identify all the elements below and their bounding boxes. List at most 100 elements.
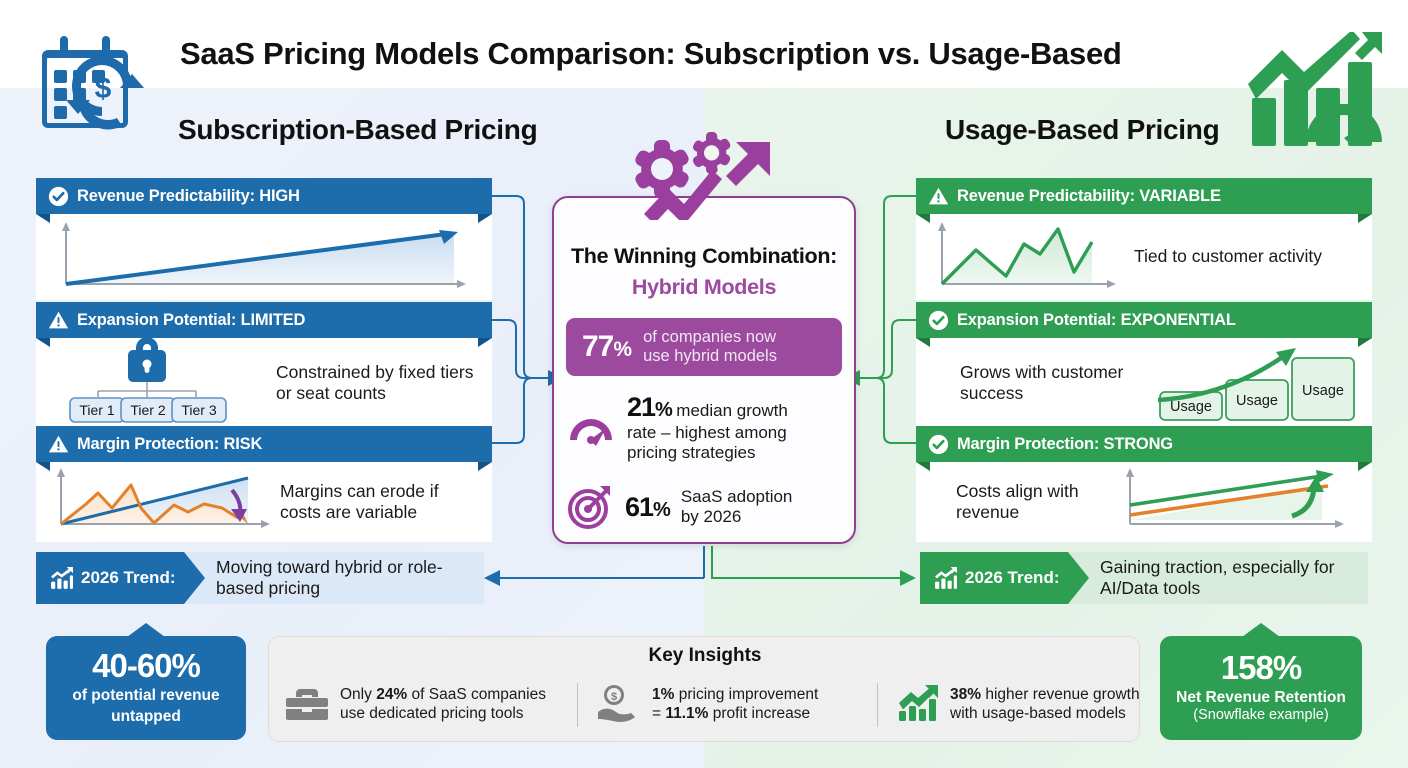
- trend-text: Moving toward hybrid or role-based prici…: [184, 552, 484, 604]
- card-header: Expansion Potential: EXPONENTIAL: [916, 302, 1372, 347]
- right-trend-strip: 2026 Trend: Gaining traction, especially…: [920, 552, 1368, 604]
- card-body: Tier 1 Tier 2 Tier 3 Constrained by fixe…: [36, 338, 492, 428]
- trend-bar-chart-icon: [935, 566, 957, 589]
- insight-divider: [577, 683, 578, 727]
- svg-text:$: $: [611, 691, 617, 703]
- card-margin-protection-right: Margin Protection: STRONG Costs align wi…: [916, 426, 1372, 542]
- hub-stat-text: median growth rate – highest among prici…: [627, 401, 788, 463]
- hub-stat-value: 61%: [625, 491, 671, 522]
- right-pennant-net-revenue-retention: 158% Net Revenue Retention (Snowflake ex…: [1160, 636, 1362, 740]
- trend-text: Gaining traction, especially for AI/Data…: [1068, 552, 1368, 604]
- card-body: Costs align with revenue: [916, 462, 1372, 542]
- card-header-label: Revenue Predictability: HIGH: [77, 186, 300, 205]
- header-background: [0, 0, 1408, 88]
- card-body: Grows with customer success Usage Usage …: [916, 338, 1372, 428]
- usage-growth-blocks: Usage Usage Usage: [1157, 348, 1355, 421]
- pennant-sub: Net Revenue Retention: [1176, 689, 1346, 707]
- tier-label: Tier 1: [79, 402, 114, 418]
- card-expansion-potential-left: Expansion Potential: LIMITED Tier 1 Tier…: [36, 302, 492, 428]
- card-body-text: Costs align with revenue: [956, 480, 1079, 522]
- volatile-line-chart: [938, 222, 1116, 288]
- insight-divider: [877, 683, 878, 727]
- hub-stat-growth-rate: 21% median growth rate – highest among p…: [566, 392, 846, 463]
- card-revenue-predictability-right: Revenue Predictability: VARIABLE Tied to…: [916, 178, 1372, 300]
- usage-block-label: Usage: [1302, 383, 1344, 399]
- insight-text: Only 24% of SaaS companies use dedicated…: [340, 685, 546, 722]
- card-header: Expansion Potential: LIMITED: [36, 302, 492, 347]
- target-dart-icon: [568, 486, 610, 529]
- check-circle-icon: [928, 434, 949, 454]
- key-insights-panel: Key Insights Only 24% of SaaS companies …: [268, 636, 1140, 742]
- card-header: Margin Protection: STRONG: [916, 426, 1372, 471]
- trend-tag: 2026 Trend:: [36, 552, 205, 604]
- card-body: [36, 214, 492, 300]
- card-body-text: Grows with customer success: [960, 361, 1124, 403]
- card-margin-protection-left: Margin Protection: RISK: [36, 426, 492, 542]
- left-column-title: Subscription-Based Pricing: [178, 114, 538, 145]
- hybrid-adoption-badge: 77% of companies now use hybrid models: [566, 318, 842, 376]
- hub-title-line2: Hybrid Models: [631, 275, 777, 299]
- hub-badge-value: 77%: [582, 330, 632, 363]
- check-circle-icon: [48, 186, 69, 206]
- gauge-speedometer-icon: [570, 418, 612, 446]
- insight-text: 38% higher revenue growth with usage-bas…: [950, 685, 1140, 722]
- pennant-sub2: (Snowflake example): [1193, 707, 1329, 724]
- card-header-label: Expansion Potential: LIMITED: [77, 310, 306, 329]
- hub-stat-adoption: 61% SaaS adoption by 2026: [566, 484, 846, 530]
- trend-bar-chart-icon: [51, 566, 73, 589]
- card-body-text: Constrained by fixed tiers or seat count…: [276, 361, 474, 403]
- hub-badge-label: of companies now use hybrid models: [643, 327, 777, 365]
- card-header-label: Expansion Potential: EXPONENTIAL: [957, 310, 1236, 329]
- trend-tag: 2026 Trend:: [920, 552, 1089, 604]
- tier-label: Tier 2: [130, 402, 165, 418]
- card-revenue-predictability-left: Revenue Predictability: HIGH: [36, 178, 492, 300]
- trend-label: 2026 Trend:: [965, 568, 1060, 587]
- insight-item-pricing-tools: Only 24% of SaaS companies use dedicated…: [285, 675, 563, 733]
- usage-block-label: Usage: [1170, 399, 1212, 415]
- gears-growth-arrow-icon: [628, 132, 780, 225]
- eroding-margin-chart: [57, 468, 270, 528]
- aligned-costs-chart: [1126, 468, 1344, 528]
- insight-item-profit-increase: $ 1% pricing improvement = 11.1% profit …: [597, 675, 865, 733]
- trend-label: 2026 Trend:: [81, 568, 176, 587]
- page-title: SaaS Pricing Models Comparison: Subscrip…: [180, 36, 1122, 71]
- card-expansion-potential-right: Expansion Potential: EXPONENTIAL Grows w…: [916, 302, 1372, 428]
- warning-triangle-icon: [48, 311, 69, 328]
- left-trend-strip: 2026 Trend: Moving toward hybrid or role…: [36, 552, 484, 604]
- card-header: Margin Protection: RISK: [36, 426, 492, 471]
- growth-chart-icon: [899, 685, 938, 721]
- card-header-label: Revenue Predictability: VARIABLE: [957, 186, 1221, 205]
- card-header-label: Margin Protection: RISK: [77, 434, 263, 453]
- rising-line-chart: [62, 222, 466, 288]
- tier-label: Tier 3: [181, 402, 216, 418]
- card-body: Tied to customer activity: [916, 214, 1372, 300]
- svg-text:$: $: [95, 72, 112, 105]
- check-circle-icon: [928, 310, 949, 330]
- card-body: Margins can erode if costs are variable: [36, 462, 492, 542]
- card-body-text: Margins can erode if costs are variable: [280, 480, 439, 522]
- card-header-label: Margin Protection: STRONG: [957, 434, 1173, 453]
- hub-stat-value: 21%: [627, 392, 673, 422]
- insight-item-revenue-growth: 38% higher revenue growth with usage-bas…: [897, 675, 1187, 733]
- toolbox-icon: [286, 689, 328, 720]
- left-pennant-untapped-revenue: 40-60% of potential revenue untapped: [46, 636, 246, 740]
- growth-bar-chart-gauge-icon: [1246, 30, 1386, 150]
- card-header: Revenue Predictability: VARIABLE: [916, 178, 1372, 223]
- card-header: Revenue Predictability: HIGH: [36, 178, 492, 223]
- pennant-value: 40-60%: [92, 647, 201, 685]
- warning-triangle-icon: [48, 435, 69, 452]
- pennant-sub2: untapped: [111, 708, 181, 726]
- calendar-dollar-recurring-icon: $: [36, 24, 176, 142]
- locked-tiers-diagram: Tier 1 Tier 2 Tier 3: [69, 338, 227, 423]
- right-column-title: Usage-Based Pricing: [945, 114, 1220, 145]
- hub-stat-text: SaaS adoption by 2026: [680, 486, 793, 526]
- key-insights-title: Key Insights: [648, 645, 762, 666]
- warning-triangle-icon: [928, 187, 949, 204]
- insight-text: 1% pricing improvement = 11.1% profit in…: [652, 685, 819, 722]
- pennant-sub: of potential revenue: [72, 687, 220, 705]
- pennant-value: 158%: [1220, 649, 1302, 687]
- hand-money-icon: $: [598, 685, 635, 722]
- card-body-text: Tied to customer activity: [1134, 246, 1323, 267]
- usage-block-label: Usage: [1236, 393, 1278, 409]
